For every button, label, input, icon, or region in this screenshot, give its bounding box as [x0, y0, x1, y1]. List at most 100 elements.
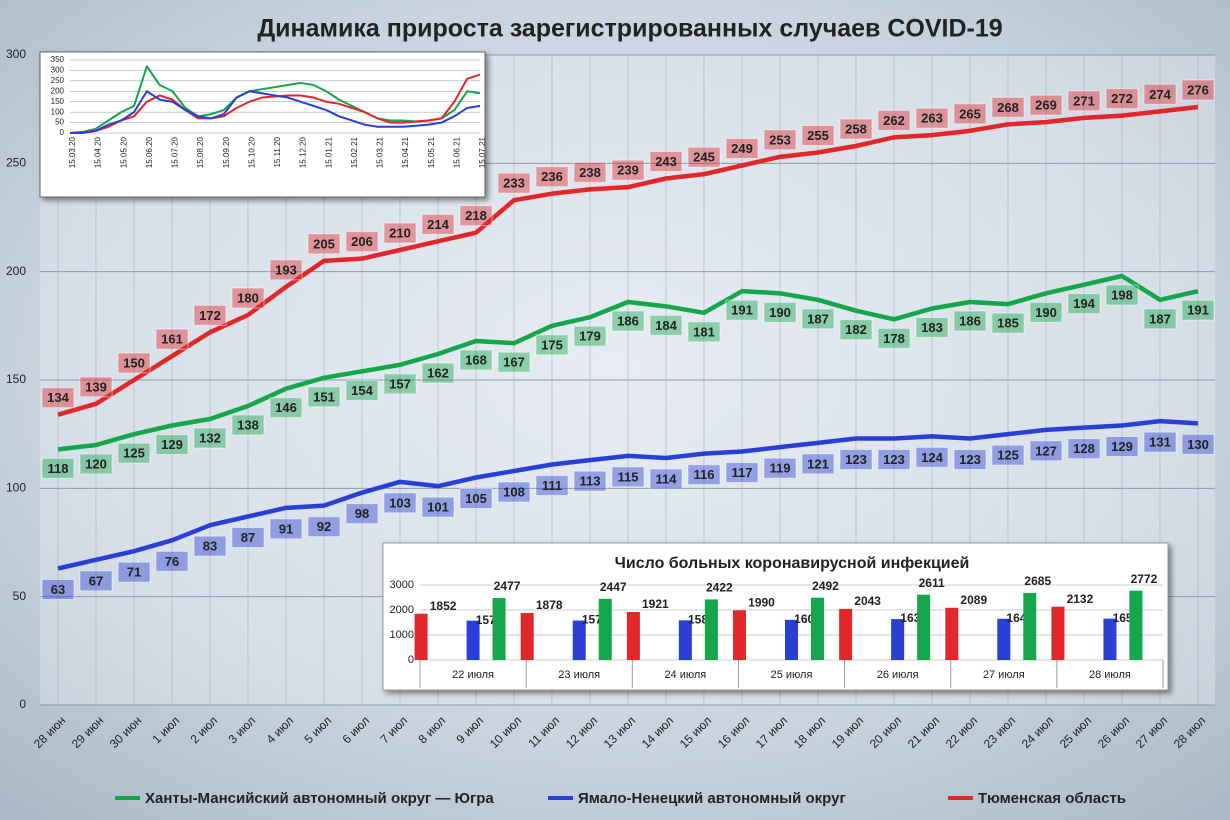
x-tick-label: 24 июля — [664, 669, 706, 681]
y-tick-label: 250 — [6, 156, 26, 170]
data-label-box — [535, 166, 569, 188]
x-tick-label: 15.02.21 — [350, 136, 359, 168]
bar — [704, 599, 718, 660]
x-tick-label: 15.03.21 — [376, 136, 385, 168]
x-tick-label: 15.10.20 — [247, 136, 256, 168]
data-label: 1852 — [430, 599, 457, 613]
data-label: 265 — [959, 106, 981, 121]
data-label-box — [497, 172, 531, 194]
series-line — [70, 90, 481, 134]
data-label-box — [1143, 308, 1177, 330]
y-tick-label: 200 — [6, 264, 26, 278]
data-label: 218 — [465, 208, 487, 223]
data-label: 162 — [427, 365, 449, 380]
data-label-box — [41, 457, 75, 479]
data-label-box — [497, 481, 531, 503]
data-label-box — [459, 349, 493, 371]
data-label: 87 — [241, 530, 255, 545]
data-label-box — [1105, 284, 1139, 306]
data-label-box — [269, 397, 303, 419]
data-label-box — [117, 561, 151, 583]
bar — [733, 610, 746, 660]
y-tick-label: 350 — [51, 55, 65, 64]
data-label-box — [231, 414, 265, 436]
data-label: 236 — [541, 169, 563, 184]
data-label: 194 — [1073, 296, 1095, 311]
data-label: 183 — [921, 320, 943, 335]
data-label: 249 — [731, 141, 753, 156]
data-label: 172 — [199, 308, 221, 323]
data-label: 115 — [618, 469, 639, 484]
data-label-box — [687, 464, 721, 486]
x-tick-label: 15.07.21 — [478, 136, 487, 168]
bar — [945, 607, 959, 660]
data-label-box — [649, 151, 683, 172]
bar — [492, 598, 506, 660]
legend-label: Ямало-Ненецкий автономный округ — [578, 790, 846, 807]
data-label-box — [953, 310, 987, 332]
data-label: 186 — [617, 313, 639, 328]
data-label-box — [915, 107, 949, 129]
data-label-box — [79, 453, 113, 475]
data-label-box — [155, 550, 189, 572]
data-label-box — [383, 492, 417, 514]
bar — [1103, 618, 1117, 660]
data-label: 272 — [1111, 91, 1133, 106]
data-label-box — [877, 449, 911, 470]
data-label: 150 — [123, 355, 145, 370]
data-label: 103 — [389, 495, 411, 510]
data-label: 1921 — [642, 597, 669, 611]
x-tick-label: 15.01.21 — [324, 136, 333, 168]
data-label: 233 — [503, 176, 525, 191]
data-label: 92 — [317, 519, 331, 534]
bar — [520, 613, 534, 660]
data-label-box — [79, 570, 113, 592]
data-label: 191 — [1187, 303, 1209, 318]
data-label-box — [79, 376, 113, 398]
y-tick-label: 200 — [51, 86, 65, 95]
data-label: 129 — [161, 437, 183, 452]
data-label-box — [725, 299, 759, 321]
data-label: 125 — [123, 446, 145, 461]
data-label-box — [953, 449, 987, 470]
x-tick-label: 15.05.21 — [427, 136, 436, 168]
data-label-box — [193, 535, 227, 557]
data-label: 123 — [959, 452, 981, 467]
bar — [1023, 592, 1037, 660]
data-label-box — [877, 327, 911, 349]
data-label-box — [839, 449, 873, 470]
y-tick-label: 0 — [19, 697, 26, 711]
data-label: 206 — [351, 234, 373, 249]
data-label: 180 — [237, 290, 259, 305]
data-label: 179 — [579, 329, 601, 344]
data-label-box — [41, 579, 75, 600]
data-label: 186 — [959, 313, 981, 328]
data-label-box — [1067, 90, 1101, 112]
data-label-box — [193, 304, 227, 326]
x-tick-label: 25 июля — [771, 669, 813, 681]
data-label-box — [383, 222, 417, 244]
data-label: 178 — [883, 331, 905, 346]
y-tick-label: 2000 — [390, 604, 414, 616]
y-tick-label: 150 — [51, 97, 65, 106]
bar — [839, 608, 853, 660]
data-label-box — [611, 466, 645, 488]
bar — [678, 620, 692, 660]
bar — [891, 619, 905, 660]
x-tick-label: 15.03.20 — [68, 136, 77, 168]
bar — [997, 618, 1011, 660]
data-label-box — [345, 231, 379, 253]
x-tick-label: 15.08.20 — [196, 136, 205, 168]
data-label-box — [1181, 433, 1215, 455]
y-tick-label: 300 — [6, 47, 26, 61]
data-label: 2132 — [1067, 592, 1094, 606]
data-label-box — [1143, 431, 1177, 453]
series-line — [69, 73, 481, 134]
data-label: 125 — [997, 448, 1019, 463]
data-label: 255 — [807, 128, 829, 143]
x-tick-label: 28 июля — [1089, 669, 1131, 681]
data-label: 129 — [1111, 439, 1133, 454]
